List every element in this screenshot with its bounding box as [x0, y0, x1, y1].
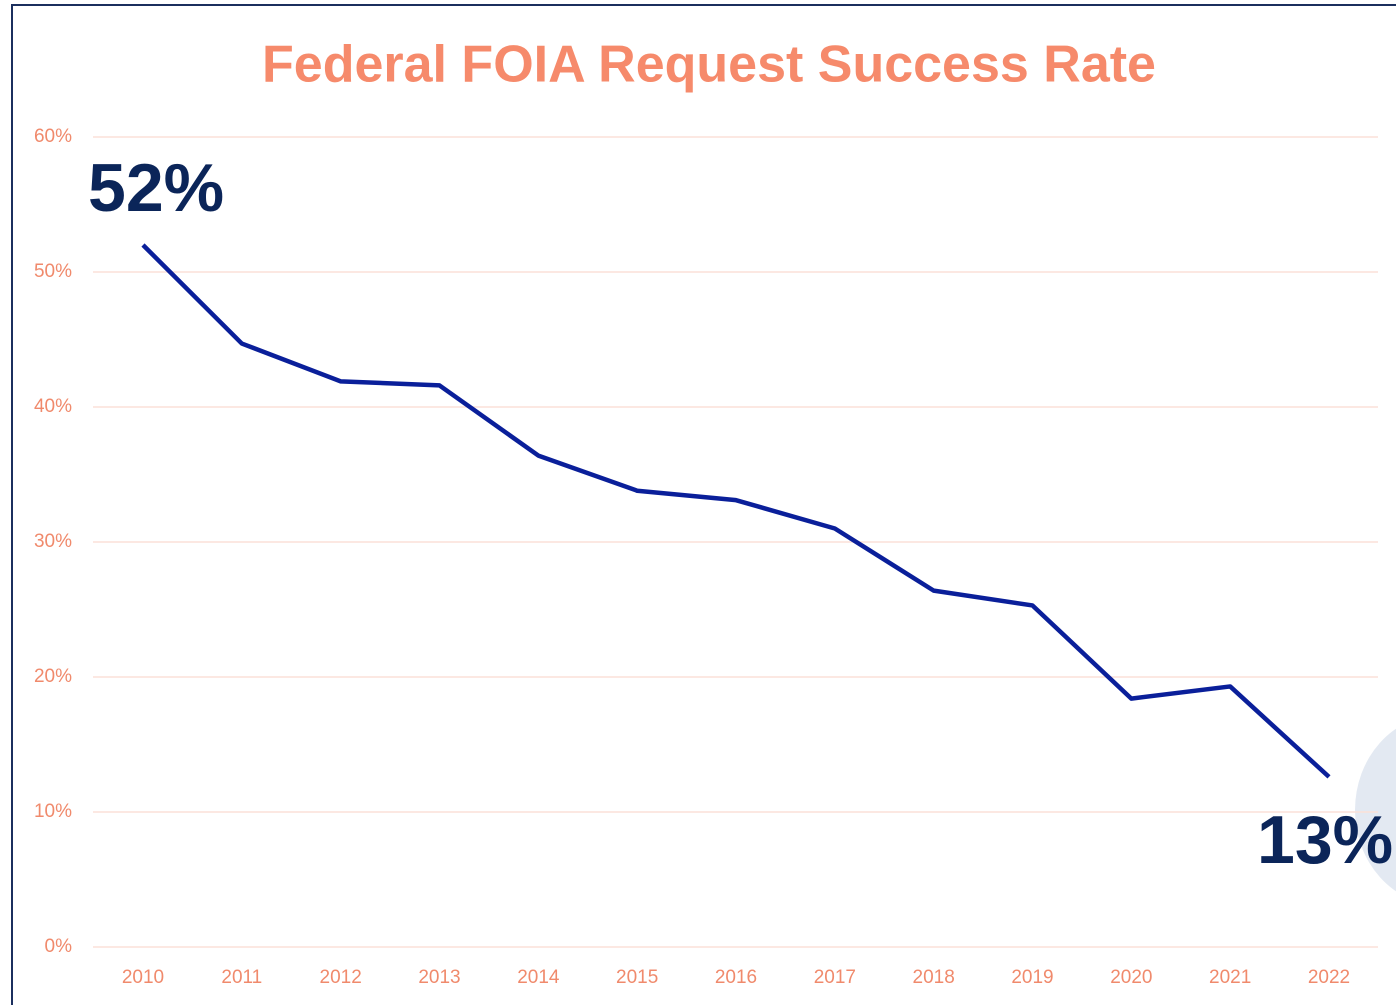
x-tick-label: 2018 [913, 967, 955, 988]
data-label: 13% [1257, 802, 1393, 878]
x-tick-label: 2022 [1308, 967, 1350, 988]
chart-title: Federal FOIA Request Success Rate [262, 36, 1156, 94]
x-tick-label: 2019 [1011, 967, 1053, 988]
x-tick-label: 2011 [221, 967, 262, 988]
y-tick-label: 20% [34, 666, 72, 687]
x-tick-label: 2014 [517, 967, 560, 988]
decoration [1355, 728, 1396, 892]
frame [11, 4, 1396, 1005]
y-tick-label: 10% [34, 801, 72, 822]
x-tick-label: 2016 [715, 967, 757, 988]
x-tick-label: 2015 [616, 967, 658, 988]
series-line [141, 243, 1331, 779]
y-tick-label: 60% [34, 126, 72, 147]
x-tick-label: 2012 [320, 967, 362, 988]
y-tick-label: 50% [34, 261, 72, 282]
x-tick-label: 2020 [1110, 967, 1152, 988]
data-label: 52% [88, 150, 224, 226]
x-tick-label: 2010 [122, 967, 164, 988]
x-tick-label: 2021 [1209, 967, 1251, 988]
y-tick-label: 40% [34, 396, 72, 417]
x-tick-label: 2013 [418, 967, 460, 988]
y-tick-label: 0% [45, 936, 73, 957]
y-tick-label: 30% [34, 531, 72, 552]
x-tick-label: 2017 [814, 967, 856, 988]
